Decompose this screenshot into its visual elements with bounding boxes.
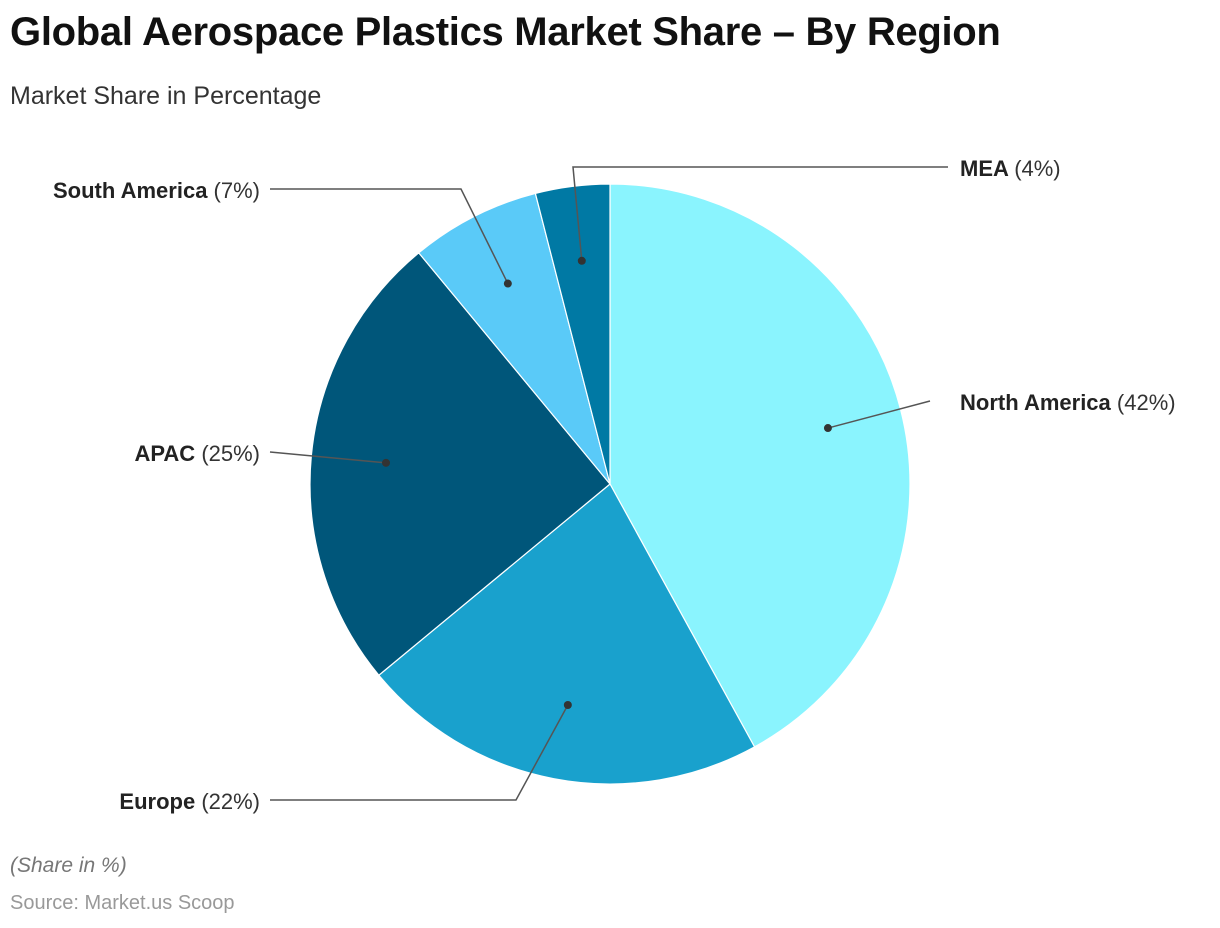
leader-line-apac	[269, 451, 387, 464]
slice-label-value: (7%)	[214, 178, 260, 203]
slice-label-europe: Europe (22%)	[119, 789, 260, 814]
leader-line-mea	[572, 166, 948, 261]
slice-label-name: MEA	[960, 156, 1014, 181]
chart-note: (Share in %)	[10, 854, 127, 877]
leader-line-north-america	[827, 400, 931, 429]
slice-label-value: (22%)	[201, 789, 260, 814]
leader-dot-mea	[577, 256, 586, 265]
pie-slice-mea	[534, 183, 611, 485]
slice-label-name: Europe	[119, 789, 201, 814]
leader-line-south-america	[270, 188, 509, 284]
slice-label-name: North America	[960, 390, 1117, 415]
slice-label-south-america: South America (7%)	[53, 178, 260, 203]
pie-labels: North America (42%) Europe (22%) APAC (25%…	[53, 156, 1176, 814]
slice-label-name: APAC	[134, 441, 201, 466]
pie-slice-europe	[378, 483, 756, 785]
slice-label-mea: MEA (4%)	[960, 156, 1061, 181]
pie-slices	[309, 183, 911, 785]
leader-dot-north-america	[823, 424, 832, 433]
leader-dot-europe	[563, 701, 572, 710]
slice-label-value: (25%)	[201, 441, 260, 466]
slice-label-value: (4%)	[1014, 156, 1060, 181]
leader-dot-apac	[381, 458, 390, 467]
slice-label-value: (42%)	[1117, 390, 1176, 415]
pie-leader-lines	[269, 166, 948, 801]
slice-label-north-america: North America (42%)	[960, 390, 1176, 415]
leader-dot-south-america	[503, 279, 512, 288]
slice-label-apac: APAC (25%)	[134, 441, 260, 466]
chart-source: Source: Market.us Scoop	[10, 892, 235, 914]
chart-subtitle: Market Share in Percentage	[10, 82, 322, 110]
slice-label-name: South America	[53, 178, 214, 203]
chart-title: Global Aerospace Plastics Market Share –…	[10, 10, 1001, 54]
pie-slice-south-america	[417, 192, 611, 485]
leader-line-europe	[270, 704, 569, 801]
